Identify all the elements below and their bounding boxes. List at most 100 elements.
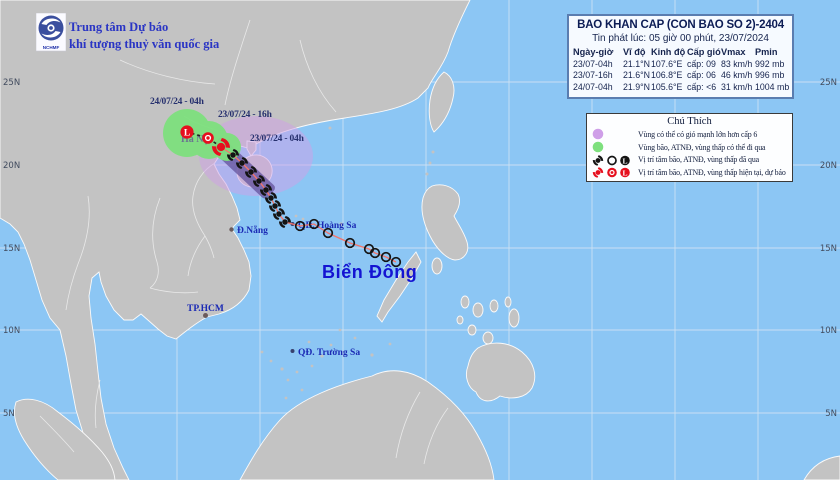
city-dot-tphcm	[203, 313, 208, 318]
table-header-cell: Ngày-giờ	[573, 47, 614, 57]
table-header-cell: Vmax	[721, 47, 746, 57]
mindoro-island	[431, 257, 443, 275]
visayas-island	[489, 299, 499, 313]
black-low-icon	[620, 155, 630, 165]
label-truong-sa: QĐ. Trường Sa	[298, 348, 360, 358]
small-islands	[260, 126, 435, 468]
lat-label-right: 15N	[820, 244, 837, 254]
purple-dot-icon	[592, 129, 604, 140]
visayas-island	[504, 296, 512, 308]
luzon-island	[421, 184, 469, 261]
lat-label-left: 25N	[3, 78, 20, 88]
visayas-island	[472, 302, 484, 318]
lat-label-right: 10N	[820, 326, 837, 336]
legend-item-wind-area: Vùng có thể có gió mạnh lớn hơn cấp 6	[590, 128, 789, 141]
svg-text:L: L	[622, 169, 627, 178]
table-header-cell: Vĩ độ	[623, 47, 646, 57]
red-depression-icon	[607, 167, 617, 178]
legend-item-passage-area: Vùng bão, ATNĐ, vùng thấp có thể đi qua	[590, 141, 789, 154]
visayas-island	[460, 295, 470, 309]
mindanao-island	[465, 342, 536, 402]
country-borders	[39, 19, 449, 465]
red-typhoon-icon	[592, 167, 604, 178]
legend-item-past-positions: L Vị trí tâm bão, ATNĐ, vùng thấp đã qua	[590, 154, 789, 167]
legend-label: Vùng bão, ATNĐ, vùng thấp có thể đi qua	[638, 142, 766, 152]
taiwan-island	[428, 71, 455, 133]
sumatra-island	[13, 398, 116, 480]
table-data-cell: 106.8°E	[651, 70, 683, 80]
table-data-cell: 107.6°E	[651, 58, 683, 69]
table-data-cell: cấp: 06	[687, 70, 716, 80]
table-data-cell: 23/07-16h	[573, 70, 613, 80]
place-labels: Hà Nội Đ.Nẵng TP.HCM QĐ. Hoàng Sa QĐ. Tr…	[181, 134, 417, 358]
visayas-island	[467, 324, 477, 336]
bulletin-issued-time: Tin phát lúc: 05 giờ 00 phút, 23/07/2024	[592, 33, 769, 44]
bulletin-title: BAO KHAN CAP (CON BAO SO 2)-2404	[577, 19, 784, 31]
city-dot-danang	[229, 227, 234, 232]
legend-label: Vị trí tâm bão, ATNĐ, vùng thấp đã qua	[638, 155, 759, 165]
table-data-cell: 1004 mb	[755, 81, 790, 92]
svg-text:L: L	[622, 156, 627, 165]
lat-label-left: 15N	[3, 244, 20, 254]
time-label: 24/07/24 - 04h	[150, 97, 205, 107]
visayas-island	[456, 315, 464, 325]
red-low-icon	[620, 167, 630, 178]
org-name-line2: khí tượng thuỷ văn quốc gia	[69, 37, 220, 51]
lat-label-right: 20N	[820, 161, 837, 171]
past-depression-symbol	[363, 243, 375, 255]
latitude-labels: 25N 25N 20N 20N 15N 15N 10N 10N 5N 5N	[3, 78, 837, 419]
table-data-cell: 105.6°E	[651, 81, 683, 92]
legend-box: Chú Thích Vùng có thể có gió mạnh lớn hơ…	[586, 113, 793, 183]
storm-data-table: Ngày-giờ Vĩ độ Kinh độ Cấp gió Vmax Pmin 23/07…	[573, 47, 790, 93]
palawan-island	[376, 251, 422, 323]
forecast-track-line	[186, 131, 222, 148]
lat-label-left: 10N	[3, 326, 20, 336]
org-name: Trung tâm Dự báo khí tượng thuỷ văn quốc…	[69, 19, 219, 53]
legend-title: Chú Thích	[667, 116, 712, 127]
time-label: 23/07/24 - 16h	[218, 110, 273, 120]
table-data-cell: 992 mb	[755, 58, 785, 69]
forecast-low-symbol	[180, 125, 194, 139]
table-data-cell: 83 km/h	[721, 58, 753, 69]
table-header-cell: Cấp gió	[687, 47, 721, 57]
table-data-cell: 23/07-04h	[573, 58, 613, 69]
table-data-cell: 21.9°N	[623, 81, 650, 92]
borneo-island	[239, 370, 495, 480]
past-depression-symbol	[308, 218, 320, 230]
storm-track: L	[180, 125, 402, 268]
table-data-cell: cấp: <6	[687, 81, 717, 92]
black-ring-icon	[607, 155, 617, 165]
nchmf-logo: NCHMF	[36, 13, 66, 52]
table-header-cell: Pmin	[755, 47, 778, 57]
past-depression-symbol	[380, 251, 392, 263]
legend-label: Vị trí tâm bão, ATNĐ, vùng thấp hiện tại…	[638, 168, 786, 178]
table-data-cell: cấp: 09	[687, 58, 716, 69]
lat-label-left: 5N	[3, 409, 15, 419]
wind-area-swatch	[590, 128, 638, 140]
forecast-symbols-swatch: L	[590, 166, 638, 179]
sulawesi-corner	[803, 455, 840, 480]
table-header-cell: Kinh độ	[651, 47, 686, 57]
time-label: 23/07/24 - 04h	[250, 134, 305, 144]
logo-caption: NCHMF	[43, 45, 60, 50]
past-depression-symbol	[322, 227, 334, 239]
label-bien-dong: Biển Đông	[322, 262, 417, 282]
table-data-cell: 31 km/h	[721, 81, 753, 92]
label-danang: Đ.Nẵng	[237, 225, 268, 236]
black-typhoon-icon	[592, 154, 604, 166]
passage-area-swatch	[590, 141, 638, 153]
dot-truong-sa	[290, 349, 295, 353]
legend-label: Vùng có thể có gió mạnh lớn hơn cấp 6	[638, 129, 758, 139]
storm-bulletin-box: BAO KHAN CAP (CON BAO SO 2)-2404 Tin phá…	[567, 14, 794, 99]
svg-text:L: L	[184, 128, 190, 138]
green-dot-icon	[592, 141, 604, 153]
legend-item-current-forecast-positions: L Vị trí tâm bão, ATNĐ, vùng thấp hiện t…	[590, 166, 789, 179]
mainland-asia	[0, 0, 471, 480]
visayas-island	[482, 331, 494, 345]
past-depression-symbol	[390, 256, 402, 268]
lat-label-left: 20N	[3, 161, 20, 171]
table-data-cell: 21.6°N	[623, 70, 650, 80]
lat-label-right: 25N	[820, 78, 837, 88]
table-data-cell: 46 km/h	[721, 70, 753, 80]
